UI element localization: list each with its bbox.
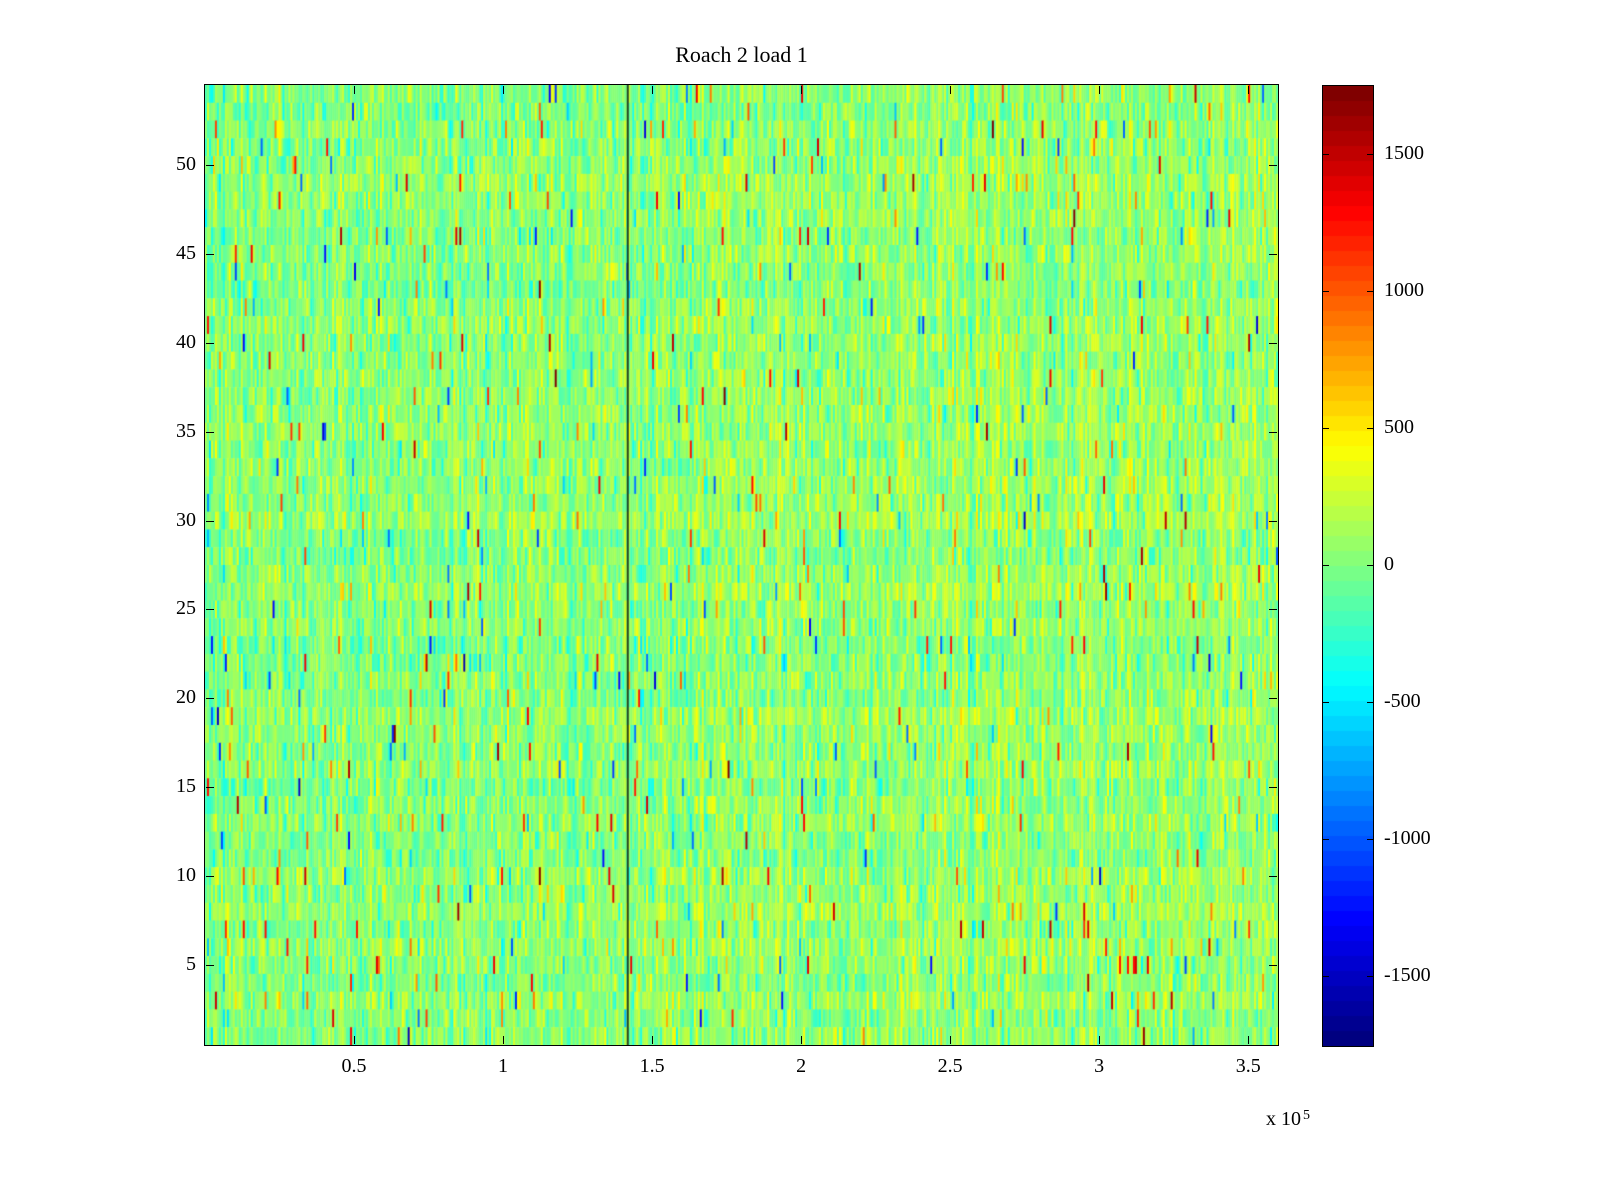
y-tick-label: 20 [176, 686, 196, 709]
x-tick-label: 3 [1094, 1055, 1105, 1077]
y-tick-label: 30 [176, 508, 196, 531]
y-tick-label: 5 [186, 953, 196, 975]
x-axis-offset-label: x 10 5 [1200, 1108, 1310, 1131]
heatmap-canvas [205, 85, 1278, 1045]
x-tick-mark-top [1099, 86, 1101, 94]
y-tick-label: 25 [176, 597, 196, 620]
x-tick-mark-top [652, 86, 654, 94]
x-tick-mark-top [354, 86, 356, 94]
y-tick-mark-right [1269, 520, 1277, 522]
y-tick-mark-right [1269, 253, 1277, 255]
x-tick-label: 0.5 [341, 1055, 367, 1077]
colorbar-tick-label: -500 [1384, 690, 1421, 713]
x-tick-mark [503, 1036, 505, 1044]
y-tick-label: 50 [176, 153, 196, 175]
x-tick-mark [652, 1036, 654, 1044]
y-tick-mark [206, 965, 214, 966]
colorbar-tick-mark [1323, 427, 1329, 429]
y-tick-mark [206, 342, 214, 344]
y-tick-label: 15 [176, 775, 196, 798]
colorbar-tick-label: -1500 [1384, 964, 1431, 987]
y-tick-mark [206, 876, 214, 878]
x-tick-mark-top [950, 86, 952, 94]
y-tick-mark [206, 165, 214, 166]
y-tick-mark-right [1269, 698, 1277, 700]
colorbar-tick-label: -1000 [1384, 827, 1431, 850]
colorbar-tick-mark-right [1367, 702, 1373, 704]
offset-base: x 10 [1266, 1108, 1301, 1130]
colorbar-tick-mark-right [1367, 565, 1373, 566]
y-tick-mark [206, 698, 214, 700]
x-tick-mark-top [1248, 86, 1250, 94]
colorbar-tick-mark [1323, 153, 1329, 155]
x-tick-label: 2 [796, 1055, 807, 1077]
x-tick-mark [950, 1036, 952, 1044]
x-tick-mark-top [801, 86, 803, 94]
colorbar-tick-mark-right [1367, 839, 1373, 841]
colorbar [1322, 85, 1374, 1047]
x-tick-mark [1248, 1036, 1250, 1044]
y-tick-mark [206, 520, 214, 522]
y-tick-mark-right [1269, 965, 1277, 966]
y-tick-mark-right [1269, 787, 1277, 789]
x-tick-mark-top [503, 86, 505, 94]
y-tick-mark-right [1269, 165, 1277, 166]
x-tick-label: 1 [498, 1055, 509, 1077]
x-tick-mark [354, 1036, 356, 1044]
y-tick-mark [206, 253, 214, 255]
y-tick-mark-right [1269, 876, 1277, 878]
offset-exponent: 5 [1303, 1108, 1310, 1123]
y-tick-mark [206, 609, 214, 611]
y-tick-label: 35 [176, 419, 196, 442]
colorbar-tick-mark [1323, 702, 1329, 704]
y-tick-label: 40 [176, 330, 196, 353]
y-tick-mark-right [1269, 431, 1277, 433]
x-tick-label: 2.5 [937, 1055, 963, 1077]
colorbar-tick-mark [1323, 839, 1329, 841]
x-tick-mark [801, 1036, 803, 1044]
chart-title: Roach 2 load 1 [675, 42, 808, 67]
y-tick-mark [206, 431, 214, 433]
colorbar-tick-mark [1323, 565, 1329, 566]
colorbar-tick-label: 1000 [1384, 278, 1424, 301]
y-tick-mark-right [1269, 609, 1277, 611]
colorbar-tick-mark-right [1367, 976, 1373, 978]
colorbar-tick-mark-right [1367, 290, 1373, 292]
x-tick-label: 1.5 [639, 1055, 665, 1077]
y-tick-mark [206, 787, 214, 789]
colorbar-tick-mark [1323, 290, 1329, 292]
colorbar-tick-mark-right [1367, 153, 1373, 155]
colorbar-tick-mark-right [1367, 427, 1373, 429]
colorbar-tick-mark [1323, 976, 1329, 978]
y-tick-mark-right [1269, 342, 1277, 344]
x-tick-mark [1099, 1036, 1101, 1044]
colorbar-tick-label: 0 [1384, 553, 1394, 575]
colorbar-tick-label: 1500 [1384, 141, 1424, 164]
y-tick-label: 45 [176, 241, 196, 264]
colorbar-tick-label: 500 [1384, 415, 1414, 438]
y-tick-label: 10 [176, 864, 196, 887]
x-tick-label: 3.5 [1235, 1055, 1261, 1077]
